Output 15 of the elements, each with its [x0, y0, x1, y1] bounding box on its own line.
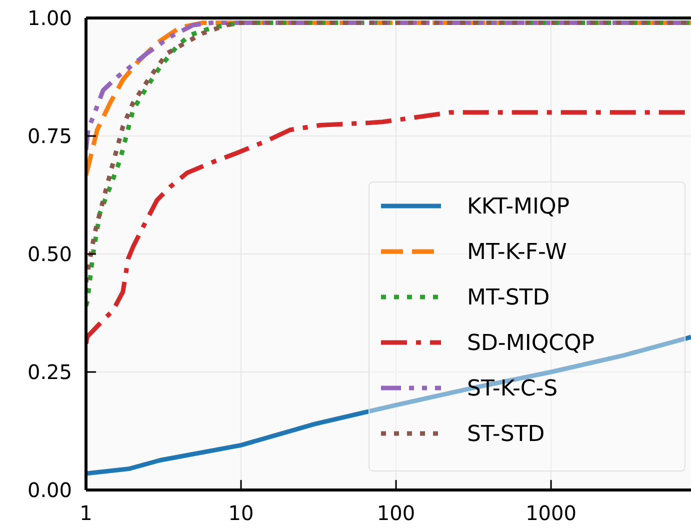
- x-tick-label: 100: [376, 501, 416, 525]
- legend-label: MT-STD: [467, 286, 550, 311]
- x-tick-label: 10: [228, 501, 254, 525]
- x-tick-label: 1: [80, 501, 92, 525]
- x-tick-label: 1000: [526, 501, 576, 525]
- legend-label: MT-K-F-W: [467, 240, 568, 266]
- legend-label: KKT-MIQP: [467, 194, 570, 220]
- y-tick-label: 0.50: [27, 242, 72, 266]
- y-tick-label: 0.25: [27, 360, 72, 384]
- legend-label: SD-MIQCQP: [467, 331, 595, 356]
- y-tick-label: 0.75: [27, 124, 72, 148]
- y-tick-label: 0.00: [27, 478, 72, 502]
- y-tick-label: 1.00: [27, 6, 72, 30]
- legend-label: ST-STD: [467, 422, 545, 448]
- legend-label: ST-K-C-S: [467, 376, 558, 402]
